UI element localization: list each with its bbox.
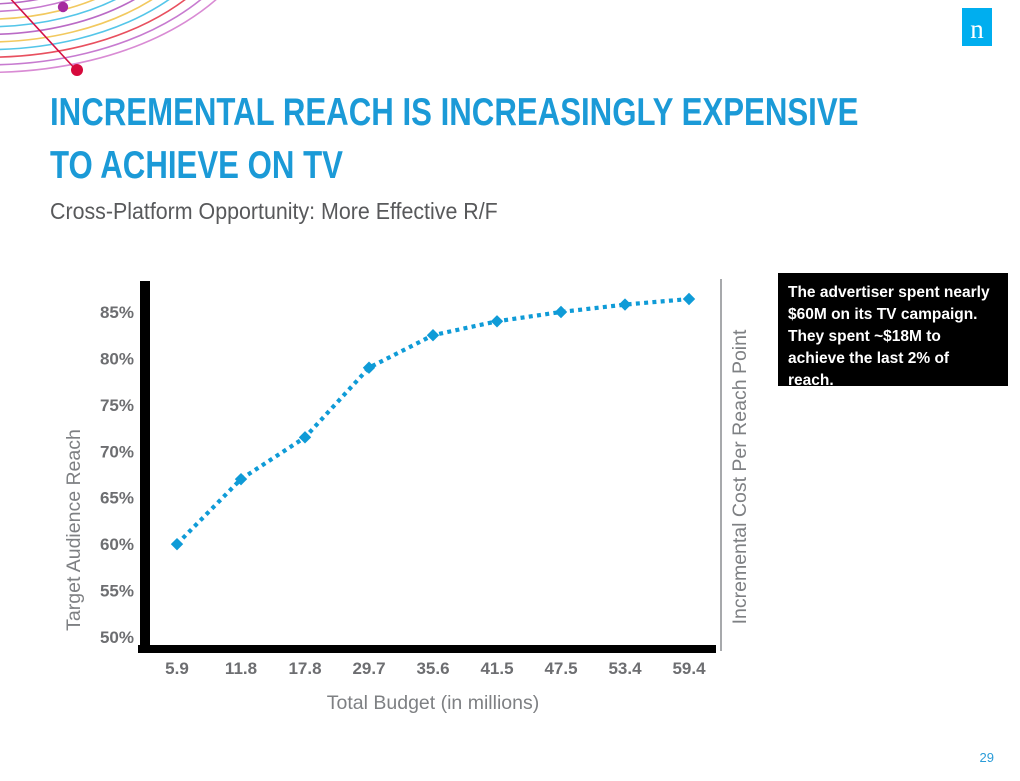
reach-chart: 50% 55% 60% 65% 70% 75% 80% 85% 5.9 11.8 17.8 29.7 3… xyxy=(63,279,751,714)
x-tick-label: 53.4 xyxy=(608,659,642,678)
x-tick-label: 47.5 xyxy=(544,659,577,678)
nielsen-logo: n xyxy=(962,8,992,46)
data-point-marker xyxy=(618,298,632,311)
data-point-marker xyxy=(234,472,248,486)
right-axis-label: Incremental Cost Per Reach Point xyxy=(729,329,751,624)
data-point-marker xyxy=(426,329,440,342)
y-tick-label: 55% xyxy=(100,582,134,601)
decorative-arcs xyxy=(0,0,217,76)
callout-line: $60M on its TV campaign. xyxy=(788,306,978,323)
y-tick-label: 85% xyxy=(100,303,134,322)
y-tick-label: 70% xyxy=(100,442,134,461)
x-tick-label: 11.8 xyxy=(225,659,257,678)
x-tick-label: 41.5 xyxy=(480,659,513,678)
slide-title: INCREMENTAL REACH IS INCREASINGLY EXPENS… xyxy=(50,86,858,192)
y-axis-spine xyxy=(140,281,150,653)
data-point-marker xyxy=(362,361,376,374)
callout-line: The advertiser spent nearly xyxy=(788,284,990,301)
x-tick-label: 35.6 xyxy=(416,659,449,678)
x-axis-spine xyxy=(138,645,716,653)
x-tick-label: 17.8 xyxy=(288,659,321,678)
y-tick-label: 80% xyxy=(100,349,134,368)
nielsen-logo-letter: n xyxy=(970,14,984,44)
slide-title-line2: TO ACHIEVE ON TV xyxy=(50,144,343,187)
decor-dot-magenta xyxy=(57,1,69,13)
callout-box: The advertiser spent nearly $60M on its … xyxy=(778,273,1008,389)
y-tick-label: 60% xyxy=(100,535,134,554)
page-number: 29 xyxy=(979,750,994,765)
decor-arc xyxy=(0,0,153,43)
decor-line xyxy=(10,0,78,72)
callout-line: achieve the last 2% of reach. xyxy=(788,350,950,389)
y-tick-label: 75% xyxy=(100,396,134,415)
data-point-marker xyxy=(554,305,568,319)
data-point-marker xyxy=(298,431,312,444)
x-tick-label: 5.9 xyxy=(165,659,189,678)
y-axis-label: Target Audience Reach xyxy=(63,429,85,631)
chart-area: 50% 55% 60% 65% 70% 75% 80% 85% 5.9 11.8 17.8 29.7 3… xyxy=(50,265,770,735)
callout-line: They spent ~$18M to xyxy=(788,328,941,345)
y-tick-label: 50% xyxy=(100,628,134,647)
data-point-marker xyxy=(170,537,184,551)
slide-title-line1: INCREMENTAL REACH IS INCREASINGLY EXPENS… xyxy=(50,91,859,134)
y-tick-label: 65% xyxy=(100,489,134,508)
x-axis-title: Total Budget (in millions) xyxy=(327,692,539,714)
slide-subtitle: Cross-Platform Opportunity: More Effecti… xyxy=(50,198,498,224)
x-tick-label: 29.7 xyxy=(352,659,385,678)
data-point-marker xyxy=(682,292,696,306)
data-point-marker xyxy=(490,315,504,328)
x-tick-label: 59.4 xyxy=(672,659,706,678)
decor-dot-red xyxy=(71,64,83,76)
